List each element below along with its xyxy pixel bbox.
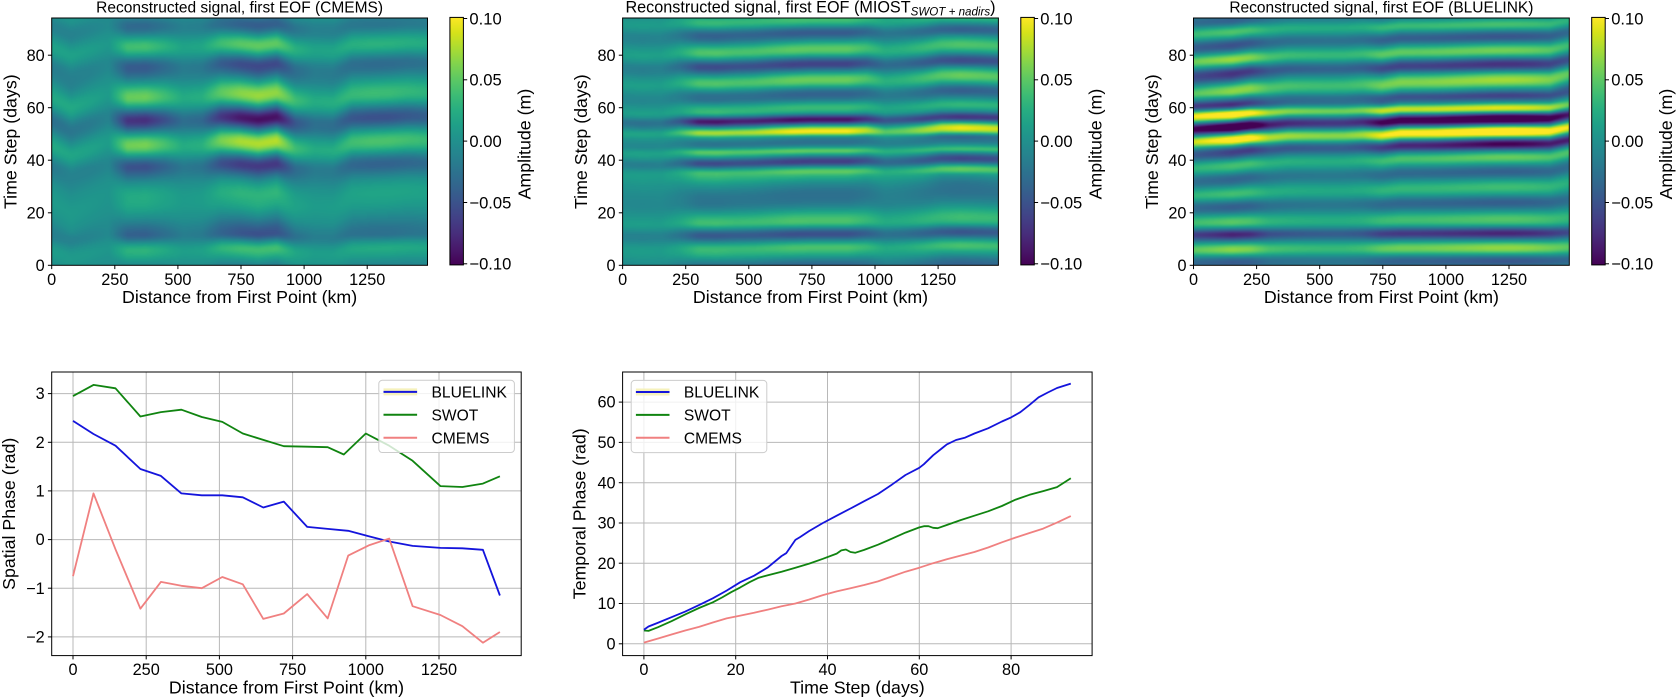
svg-text:60: 60 xyxy=(27,99,45,117)
svg-text:Time Step (days): Time Step (days) xyxy=(0,74,20,209)
svg-text:1: 1 xyxy=(36,483,45,501)
svg-text:30: 30 xyxy=(597,515,615,533)
svg-text:Distance from First Point (km): Distance from First Point (km) xyxy=(693,287,928,307)
svg-text:500: 500 xyxy=(164,271,191,289)
svg-text:750: 750 xyxy=(279,661,306,679)
svg-text:60: 60 xyxy=(597,99,615,117)
svg-text:0: 0 xyxy=(1189,271,1198,289)
svg-text:−0.05: −0.05 xyxy=(469,193,511,212)
svg-text:60: 60 xyxy=(597,394,615,412)
svg-text:0: 0 xyxy=(36,531,45,549)
svg-text:0.10: 0.10 xyxy=(469,9,501,28)
svg-text:−1: −1 xyxy=(26,580,45,598)
svg-text:0.00: 0.00 xyxy=(1040,132,1072,151)
svg-text:80: 80 xyxy=(597,47,615,65)
svg-text:0: 0 xyxy=(639,661,648,679)
svg-text:80: 80 xyxy=(1002,661,1020,679)
svg-text:−0.10: −0.10 xyxy=(1040,255,1082,274)
svg-text:750: 750 xyxy=(227,271,254,289)
svg-text:1250: 1250 xyxy=(1491,271,1527,289)
svg-text:−0.05: −0.05 xyxy=(1611,193,1653,212)
svg-text:Reconstructed signal, first EO: Reconstructed signal, first EOF (CMEMS) xyxy=(96,0,383,16)
svg-text:BLUELINK: BLUELINK xyxy=(432,385,508,402)
svg-text:Reconstructed signal, first EO: Reconstructed signal, first EOF (MIOSTSW… xyxy=(625,0,995,18)
svg-text:0.10: 0.10 xyxy=(1040,9,1072,28)
svg-text:SWOT: SWOT xyxy=(432,408,479,425)
svg-text:0: 0 xyxy=(1177,257,1186,275)
svg-text:Time Step (days): Time Step (days) xyxy=(1142,74,1162,209)
svg-text:40: 40 xyxy=(27,152,45,170)
svg-text:250: 250 xyxy=(672,271,699,289)
svg-text:−0.05: −0.05 xyxy=(1040,193,1082,212)
svg-text:750: 750 xyxy=(798,271,825,289)
svg-text:1000: 1000 xyxy=(857,271,893,289)
svg-text:Amplitude (m): Amplitude (m) xyxy=(1085,89,1105,200)
svg-text:20: 20 xyxy=(27,204,45,222)
svg-text:0: 0 xyxy=(47,271,56,289)
svg-text:3: 3 xyxy=(36,385,45,403)
svg-text:0: 0 xyxy=(607,635,616,653)
svg-text:750: 750 xyxy=(1369,271,1396,289)
svg-text:Amplitude (m): Amplitude (m) xyxy=(514,89,534,200)
svg-text:40: 40 xyxy=(1168,152,1186,170)
svg-text:0.00: 0.00 xyxy=(1611,132,1643,151)
svg-text:CMEMS: CMEMS xyxy=(432,430,490,447)
svg-text:Time Step (days): Time Step (days) xyxy=(790,677,925,697)
svg-text:250: 250 xyxy=(133,661,160,679)
svg-text:1000: 1000 xyxy=(1428,271,1464,289)
svg-text:20: 20 xyxy=(597,204,615,222)
svg-text:250: 250 xyxy=(1243,271,1270,289)
svg-text:2: 2 xyxy=(36,434,45,452)
svg-text:Distance from First Point (km): Distance from First Point (km) xyxy=(169,677,404,697)
svg-text:−0.10: −0.10 xyxy=(1611,255,1653,274)
svg-text:0.10: 0.10 xyxy=(1611,9,1643,28)
svg-text:BLUELINK: BLUELINK xyxy=(684,385,760,402)
svg-text:500: 500 xyxy=(735,271,762,289)
svg-text:0.05: 0.05 xyxy=(1611,71,1643,90)
svg-text:1250: 1250 xyxy=(421,661,457,679)
svg-text:50: 50 xyxy=(597,434,615,452)
svg-text:Reconstructed signal, first EO: Reconstructed signal, first EOF (BLUELIN… xyxy=(1229,0,1533,16)
svg-text:0: 0 xyxy=(68,661,77,679)
svg-text:Distance from First Point (km): Distance from First Point (km) xyxy=(1264,287,1499,307)
svg-text:500: 500 xyxy=(1306,271,1333,289)
svg-text:−0.10: −0.10 xyxy=(469,255,511,274)
svg-text:Temporal Phase (rad): Temporal Phase (rad) xyxy=(570,428,590,599)
svg-text:0: 0 xyxy=(36,257,45,275)
svg-text:40: 40 xyxy=(597,474,615,492)
svg-text:−2: −2 xyxy=(26,629,45,647)
svg-text:0.05: 0.05 xyxy=(1040,71,1072,90)
svg-text:CMEMS: CMEMS xyxy=(684,431,742,448)
svg-text:80: 80 xyxy=(27,47,45,65)
svg-text:1000: 1000 xyxy=(286,271,322,289)
svg-text:Time Step (days): Time Step (days) xyxy=(571,74,591,209)
svg-text:Distance from First Point (km): Distance from First Point (km) xyxy=(122,287,357,307)
svg-text:60: 60 xyxy=(1168,99,1186,117)
svg-text:10: 10 xyxy=(597,595,615,613)
svg-text:0: 0 xyxy=(607,257,616,275)
svg-text:20: 20 xyxy=(597,555,615,573)
svg-text:1250: 1250 xyxy=(349,271,385,289)
svg-text:40: 40 xyxy=(818,661,836,679)
svg-text:60: 60 xyxy=(910,661,928,679)
svg-text:0.05: 0.05 xyxy=(469,71,501,90)
svg-text:250: 250 xyxy=(101,271,128,289)
svg-text:0.00: 0.00 xyxy=(469,132,501,151)
svg-text:1000: 1000 xyxy=(348,661,384,679)
svg-text:Amplitude (m): Amplitude (m) xyxy=(1656,89,1676,200)
svg-text:1250: 1250 xyxy=(920,271,956,289)
svg-text:Spatial Phase (rad): Spatial Phase (rad) xyxy=(0,438,19,590)
svg-text:500: 500 xyxy=(206,661,233,679)
svg-text:SWOT: SWOT xyxy=(684,408,731,425)
svg-text:40: 40 xyxy=(597,152,615,170)
svg-text:80: 80 xyxy=(1168,47,1186,65)
svg-text:20: 20 xyxy=(727,661,745,679)
svg-text:0: 0 xyxy=(618,271,627,289)
svg-text:20: 20 xyxy=(1168,204,1186,222)
